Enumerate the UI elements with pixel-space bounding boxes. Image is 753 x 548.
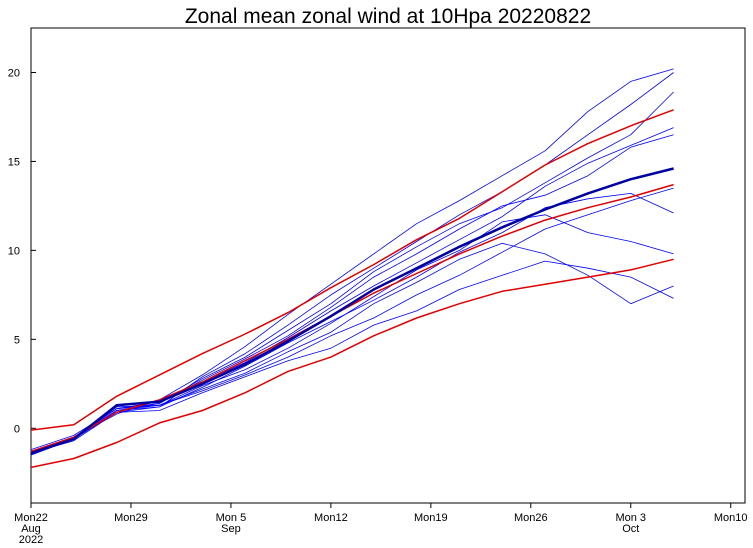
x-tick-label: Mon26 xyxy=(514,512,548,524)
chart-title: Zonal mean zonal wind at 10Hpa 20220822 xyxy=(185,5,591,28)
series-line xyxy=(30,214,674,454)
y-tick-label: 10 xyxy=(8,245,20,257)
series-line xyxy=(30,127,674,452)
series-line xyxy=(30,260,674,454)
series-line xyxy=(30,193,674,454)
y-tick-label: 5 xyxy=(14,334,20,346)
x-tick-label: Oct xyxy=(622,523,639,535)
x-tick-label: Mon19 xyxy=(414,512,448,524)
x-tick-label: Mon10 xyxy=(714,512,748,524)
series-line xyxy=(30,68,674,452)
x-tick-label: 2022 xyxy=(19,534,43,546)
x-tick-label: Sep xyxy=(221,523,241,535)
series-line xyxy=(30,183,674,453)
series-line xyxy=(30,91,674,456)
x-tick-label: Aug xyxy=(21,523,41,535)
y-tick-label: 0 xyxy=(14,423,20,435)
x-tick-label: Mon12 xyxy=(314,512,348,524)
series-line xyxy=(30,187,674,452)
series-line xyxy=(30,242,674,456)
series-line xyxy=(30,134,674,450)
series-line xyxy=(30,72,674,452)
plot-frame xyxy=(30,27,746,504)
y-tick-label: 20 xyxy=(8,67,20,79)
y-tick-label: 15 xyxy=(8,156,20,168)
x-tick-label: Mon29 xyxy=(114,512,148,524)
series-line xyxy=(30,109,674,431)
x-tick-label: Mon22 xyxy=(14,512,48,524)
series-line xyxy=(30,167,674,455)
series-line xyxy=(30,258,674,469)
x-tick-label: Mon 5 xyxy=(216,512,247,524)
x-tick-label: Mon 3 xyxy=(615,512,646,524)
